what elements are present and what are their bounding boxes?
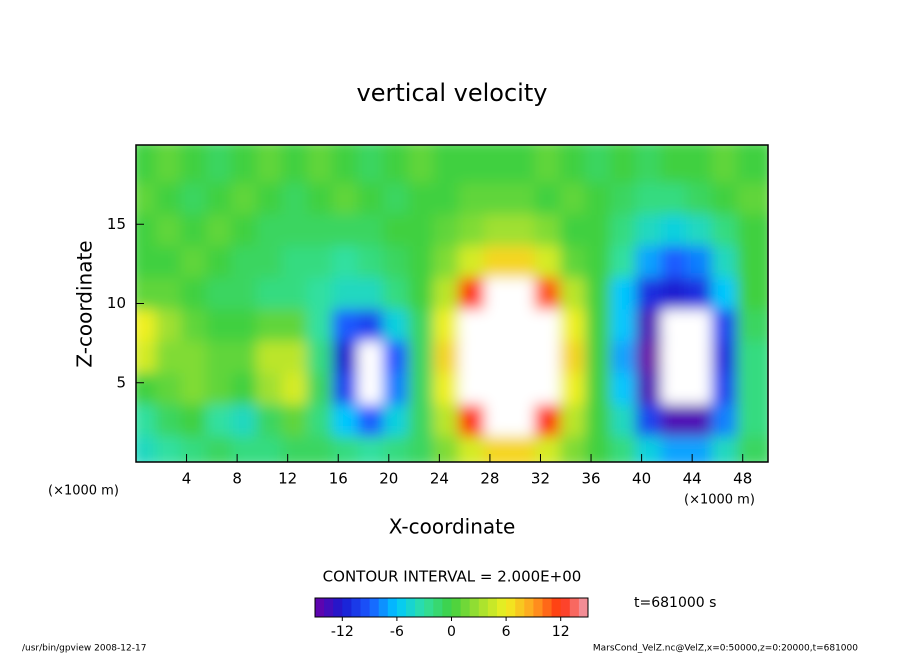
x-tick-label: 24: [430, 470, 449, 488]
colorbar-cell: [533, 598, 543, 617]
x-tick-label: 28: [480, 470, 499, 488]
cells: [136, 145, 768, 462]
x-tick-label: 44: [683, 470, 702, 488]
colorbar-cell: [560, 598, 571, 617]
colorbar-cell: [469, 598, 480, 617]
y-axis-label: Z-coordinate: [73, 240, 97, 367]
colorbar-tick-label: -6: [390, 624, 404, 640]
colorbar-cell: [542, 598, 553, 617]
colorbar-tick-label: -12: [331, 624, 354, 640]
colorbar-cell: [487, 598, 498, 617]
x-tick-label: 40: [632, 470, 651, 488]
colorbar-tick-label: 12: [552, 624, 570, 640]
colorbar-cell: [387, 598, 398, 617]
colorbar-cell: [551, 598, 562, 617]
colorbar-cell: [351, 598, 361, 617]
colorbar-cell: [378, 598, 389, 617]
colorbar-cell: [360, 598, 371, 617]
colorbar-cell: [451, 598, 462, 617]
x-tick-label: 20: [379, 470, 398, 488]
colorbar-cell: [333, 598, 343, 617]
x-tick-label: 12: [278, 470, 297, 488]
colorbar-cell: [424, 598, 434, 617]
chart-title: vertical velocity: [357, 79, 548, 107]
colorbar-cell: [460, 598, 471, 617]
x-tick-label: 32: [531, 470, 550, 488]
field: [136, 145, 768, 462]
y-unit: (×1000 m): [48, 484, 119, 499]
colorbar-cell: [578, 598, 589, 617]
x-tick-label: 36: [581, 470, 600, 488]
contour-interval: CONTOUR INTERVAL = 2.000E+00: [323, 568, 582, 586]
colorbar-cell: [369, 598, 380, 617]
time-label: t=681000 s: [634, 595, 716, 611]
colorbar-cell: [524, 598, 534, 617]
colorbar-cell: [406, 598, 416, 617]
colorbar-cell: [433, 598, 443, 617]
x-tick-label: 4: [182, 470, 192, 488]
colorbar-cell: [315, 598, 325, 617]
x-unit: (×1000 m): [684, 493, 755, 508]
x-tick-label: 8: [232, 470, 242, 488]
x-tick-label: 48: [733, 470, 752, 488]
colorbar-cell: [324, 598, 334, 617]
y-tick-label: 5: [116, 373, 126, 391]
colorbar-cell: [478, 598, 489, 617]
field-cell: [736, 145, 768, 183]
y-tick-label: 10: [107, 294, 126, 312]
x-tick-label: 16: [329, 470, 348, 488]
colorbar-cell: [515, 598, 525, 617]
footer-right: MarsCond_VelZ.nc@VelZ,x=0:50000,z=0:2000…: [593, 644, 858, 654]
colorbar-cell: [396, 598, 407, 617]
y-tick-label: 15: [107, 215, 126, 233]
colorbar-cell: [415, 598, 425, 617]
colorbar-tick-label: 0: [447, 624, 456, 640]
colorbar-cell: [442, 598, 452, 617]
colorbar-cell: [497, 598, 507, 617]
footer-left: /usr/bin/gpview 2008-12-17: [22, 644, 146, 654]
colorbar-cell: [342, 598, 352, 617]
x-axis-label: X-coordinate: [389, 515, 516, 539]
colorbar-cell: [506, 598, 516, 617]
colorbar-cell: [569, 598, 580, 617]
colorbar-tick-label: 6: [502, 624, 511, 640]
